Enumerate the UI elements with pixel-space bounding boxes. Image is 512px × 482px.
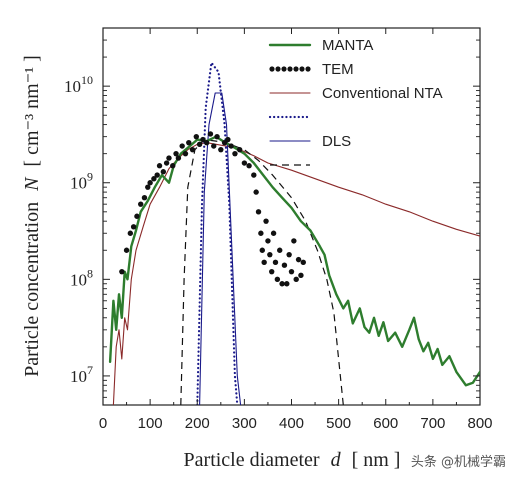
point-tem <box>300 259 306 266</box>
legend-swatch-tem <box>269 66 311 72</box>
point-tem <box>274 276 281 283</box>
point-tem <box>293 276 299 283</box>
point-tem <box>182 150 189 157</box>
legend-label-tem: TEM <box>322 61 354 78</box>
y-tick-label: 109 <box>70 170 93 193</box>
point-tem <box>263 218 269 224</box>
point-tem <box>154 172 160 178</box>
point-tem <box>179 143 185 149</box>
point-tem <box>163 160 170 166</box>
y-tick-label: 1010 <box>64 73 93 96</box>
point-tem <box>175 155 182 161</box>
y-tick-label: 107 <box>70 363 93 386</box>
point-tem <box>269 268 275 275</box>
point-tem <box>259 247 265 253</box>
point-tem <box>218 146 224 153</box>
point-tem <box>134 213 140 219</box>
x-tick-label: 700 <box>420 415 445 432</box>
series-line-dls <box>199 92 242 405</box>
legend-dot <box>281 66 287 72</box>
point-tem <box>173 150 179 157</box>
point-tem <box>138 201 144 207</box>
point-tem <box>200 136 206 143</box>
point-tem <box>270 230 277 236</box>
x-tick-label: 100 <box>138 415 163 432</box>
point-tem <box>246 163 252 169</box>
series-layer <box>108 61 480 405</box>
point-tem <box>156 163 163 169</box>
x-tick-label: 0 <box>99 415 107 432</box>
y-axis-ticks: 107 108 109 1010 <box>64 39 480 398</box>
x-tick-label: 300 <box>232 415 257 432</box>
point-tem <box>251 172 257 178</box>
x-tick-label: 200 <box>185 415 210 432</box>
point-tem <box>196 141 203 148</box>
point-tem <box>207 131 214 137</box>
point-tem <box>170 163 176 169</box>
legend-label-conventional-nta: Conventional NTA <box>322 85 443 102</box>
point-tem <box>253 189 259 195</box>
y-tick-label: 108 <box>70 266 93 289</box>
point-tem <box>236 146 243 153</box>
point-tem <box>267 251 273 258</box>
point-tem <box>127 230 134 236</box>
point-tem <box>166 155 172 161</box>
point-tem <box>147 180 153 186</box>
series-line-series-5 <box>180 139 344 405</box>
legend-dot <box>287 66 293 72</box>
point-tem <box>298 272 304 279</box>
point-tem <box>281 262 288 268</box>
point-tem <box>203 139 210 146</box>
x-axis-ticks: 0 100 200 300 400 500 600 700 800 <box>99 28 493 432</box>
legend-label-dls: DLS <box>322 133 351 150</box>
point-tem <box>151 176 157 182</box>
point-tem <box>272 259 279 266</box>
point-tem <box>145 184 151 190</box>
point-tem <box>160 169 167 175</box>
point-tem <box>232 150 238 157</box>
legend-dot <box>269 66 275 72</box>
point-tem <box>261 259 267 266</box>
legend-label-manta: MANTA <box>322 37 373 54</box>
legend: MANTA TEM Conventional NTA DLS <box>268 37 443 166</box>
point-tem <box>295 256 302 263</box>
point-tem <box>286 251 292 258</box>
point-tem <box>265 238 271 244</box>
point-tem <box>130 224 137 230</box>
legend-dot <box>275 66 281 72</box>
series-line-manta <box>108 135 480 387</box>
x-tick-label: 500 <box>326 415 351 432</box>
point-tem <box>258 230 264 236</box>
series-line-series-3 <box>196 61 239 405</box>
legend-dot <box>305 66 311 72</box>
legend-dot <box>299 66 305 72</box>
point-tem <box>225 136 231 143</box>
point-tem <box>291 238 297 244</box>
point-tem <box>193 133 200 140</box>
point-tem <box>279 281 285 287</box>
point-tem <box>123 247 130 253</box>
point-tem <box>186 139 192 146</box>
point-tem <box>277 247 283 253</box>
x-tick-label: 800 <box>467 415 492 432</box>
point-tem <box>255 209 262 215</box>
point-tem <box>228 143 234 149</box>
series-tem <box>119 131 306 287</box>
x-axis-title: Particle diameter d [ nm ] <box>184 449 401 471</box>
point-tem <box>211 143 217 149</box>
point-tem <box>141 195 148 201</box>
legend-dot <box>293 66 299 72</box>
point-tem <box>284 281 290 287</box>
point-tem <box>288 268 295 275</box>
x-tick-label: 600 <box>373 415 398 432</box>
point-tem <box>241 160 248 166</box>
point-tem <box>214 133 220 140</box>
watermark-text: 头条 @机械学霸 <box>411 454 506 470</box>
point-tem <box>189 146 196 153</box>
x-tick-label: 400 <box>279 415 304 432</box>
y-axis-title: Particle concentration N [ cm⁻³ nm⁻¹ ] <box>21 55 43 377</box>
point-tem <box>119 268 125 275</box>
